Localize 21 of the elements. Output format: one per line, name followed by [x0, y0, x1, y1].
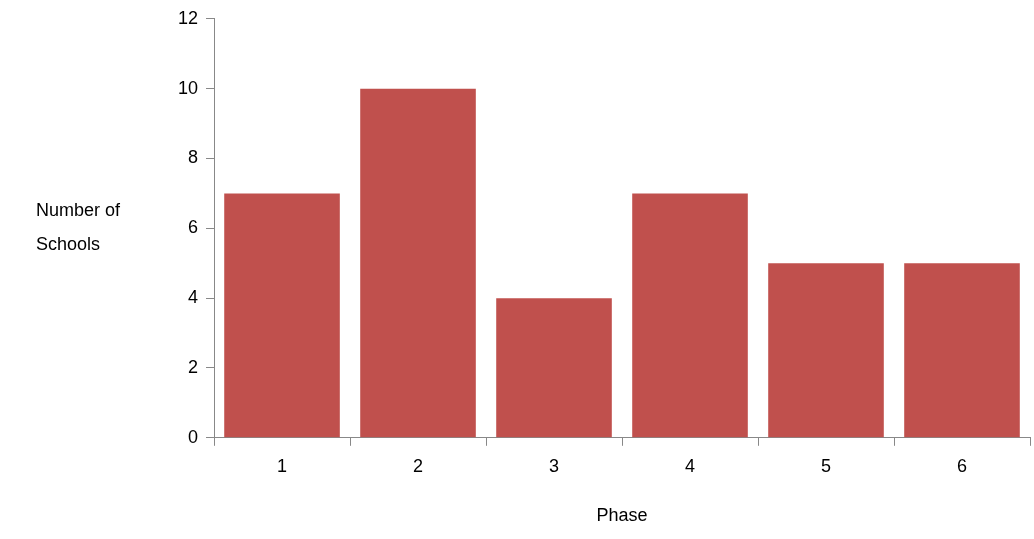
bar [632, 193, 748, 438]
bar [224, 193, 340, 438]
x-tick-label: 2 [413, 455, 424, 476]
y-tick-label: 4 [188, 287, 199, 308]
bar [768, 263, 884, 438]
x-tick-label: 6 [956, 455, 968, 476]
bar [496, 298, 612, 438]
x-axis-title: Phase [596, 505, 648, 526]
y-tick-label: 2 [188, 356, 199, 377]
x-tick-label: 1 [277, 455, 288, 476]
y-tick-label: 12 [177, 7, 199, 28]
y-axis-title: Number of Schools [36, 200, 122, 255]
x-tick-label: 3 [549, 455, 560, 476]
bar [360, 88, 476, 438]
x-tick-label: 4 [685, 455, 696, 476]
y-tick-label: 0 [188, 426, 199, 447]
x-tick-label: 5 [821, 455, 832, 476]
y-tick-label: 10 [177, 77, 199, 98]
y-tick-label: 6 [188, 217, 199, 238]
y-tick-label: 8 [188, 147, 199, 168]
bar [904, 263, 1020, 438]
